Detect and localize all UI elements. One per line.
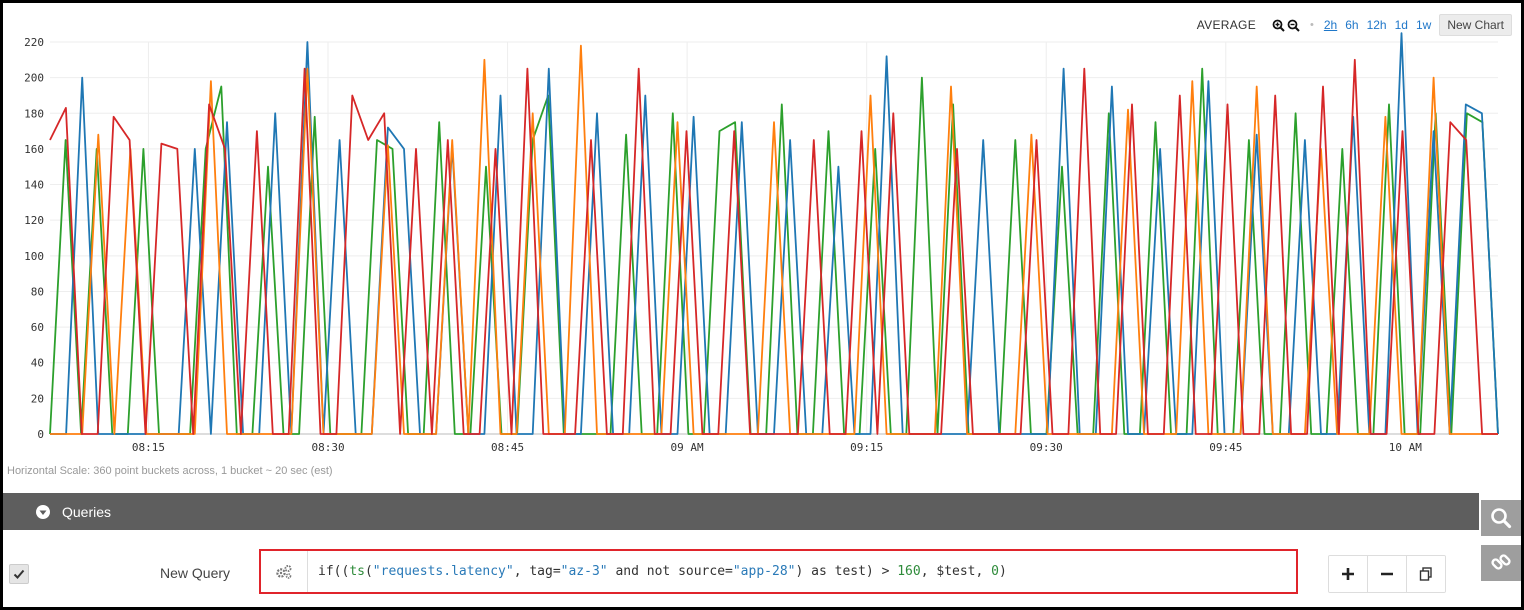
queries-label: Queries	[62, 503, 112, 520]
query-editor[interactable]: if((ts("requests.latency", tag="az-3" an…	[259, 549, 1298, 594]
range-6h[interactable]: 6h	[1345, 18, 1359, 32]
x-tick-label: 08:30	[311, 441, 344, 454]
search-side-button[interactable]	[1481, 500, 1521, 536]
collapse-toggle-icon[interactable]	[36, 504, 50, 519]
clone-query-button[interactable]	[1407, 556, 1445, 592]
range-2h[interactable]: 2h	[1323, 18, 1338, 32]
y-tick-label: 220	[24, 36, 44, 49]
x-tick-label: 09 AM	[671, 441, 704, 454]
y-tick-label: 100	[24, 250, 44, 263]
y-axis: 0 20 40 60 80 100 120 140 160 180 200 220	[24, 36, 44, 441]
y-tick-label: 140	[24, 179, 44, 192]
query-settings-button[interactable]	[261, 551, 308, 592]
chart-grid	[50, 41, 1498, 435]
y-tick-label: 0	[37, 428, 44, 441]
x-tick-label: 10 AM	[1389, 441, 1422, 454]
range-1d[interactable]: 1d	[1394, 18, 1408, 32]
separator-dot: •	[1310, 19, 1314, 31]
series-line-2[interactable]	[50, 44, 1498, 435]
y-tick-label: 40	[31, 357, 44, 370]
query-actions	[1328, 555, 1446, 593]
zoom-in-icon[interactable]	[1272, 19, 1285, 32]
y-tick-label: 120	[24, 214, 44, 227]
series-line-3[interactable]	[49, 58, 1498, 435]
range-1w[interactable]: 1w	[1415, 18, 1432, 32]
x-axis: 08:15 08:30 08:45 09 AM 09:15 09:30 09:45 10 AM	[132, 441, 1422, 454]
zoom-controls	[1272, 19, 1300, 32]
query-expression[interactable]: if((ts("requests.latency", tag="az-3" an…	[318, 564, 1007, 579]
copy-icon	[1419, 567, 1432, 581]
x-tick-label: 09:15	[850, 441, 883, 454]
search-icon	[1491, 508, 1512, 529]
y-tick-label: 80	[31, 285, 44, 298]
y-tick-label: 200	[24, 72, 44, 85]
y-tick-label: 60	[31, 321, 44, 334]
gears-icon	[276, 564, 292, 579]
checkmark-icon	[13, 569, 25, 579]
x-tick-label: 09:30	[1030, 441, 1063, 454]
query-enabled-checkbox[interactable]	[9, 564, 29, 584]
add-query-button[interactable]	[1329, 556, 1368, 592]
horizontal-scale-note: Horizontal Scale: 360 point buckets acro…	[7, 465, 333, 477]
chart-series	[49, 32, 1499, 435]
y-tick-label: 180	[24, 107, 44, 120]
minus-icon	[1381, 572, 1393, 576]
x-tick-label: 08:45	[491, 441, 524, 454]
plus-icon	[1342, 568, 1354, 580]
chart-toolbar: AVERAGE • 2h 6h 12h 1d 1w New Chart	[1197, 14, 1512, 36]
zoom-out-icon[interactable]	[1287, 19, 1300, 32]
y-tick-label: 160	[24, 143, 44, 156]
query-name[interactable]: New Query	[160, 565, 231, 581]
x-tick-label: 09:45	[1209, 441, 1242, 454]
link-side-button[interactable]	[1481, 545, 1521, 581]
line-chart: 0 20 40 60 80 100 120 140 160 180 200 220 08:15 08:3…	[24, 32, 1499, 454]
link-icon	[1491, 554, 1511, 570]
y-tick-label: 20	[31, 392, 44, 405]
new-chart-button[interactable]: New Chart	[1439, 14, 1512, 36]
x-tick-label: 08:15	[132, 441, 165, 454]
queries-header[interactable]: Queries	[3, 493, 1479, 530]
range-12h[interactable]: 12h	[1366, 18, 1387, 32]
remove-query-button[interactable]	[1368, 556, 1407, 592]
aggregation-label[interactable]: AVERAGE	[1196, 18, 1256, 32]
